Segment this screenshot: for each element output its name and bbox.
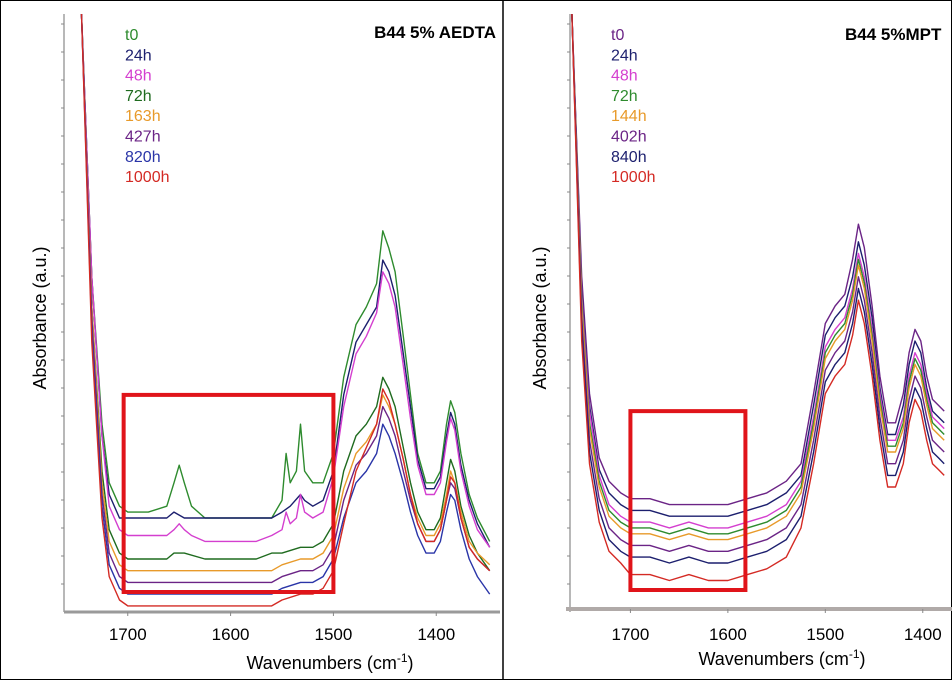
series-line-48h xyxy=(80,13,491,548)
x-axis-ticks: 1700 1600 1500 1400 xyxy=(612,609,942,644)
legend-item-72h: 72h xyxy=(125,88,152,105)
series-line-1000h xyxy=(571,13,945,582)
x-tick-label: 1500 xyxy=(806,625,844,644)
chart-panel-mpt: 1700 1600 1500 1400 B44 5%MPT t0 24h 48h 72h 14… xyxy=(530,13,952,669)
legend-item-48h: 48h xyxy=(125,68,152,85)
legend-item-t0: t0 xyxy=(611,27,624,44)
x-tick-label: 1600 xyxy=(212,625,250,644)
legend-item-72h: 72h xyxy=(611,88,638,105)
legend-item-24h: 24h xyxy=(125,47,152,64)
x-tick-label: 1700 xyxy=(109,625,147,644)
y-axis-label: Absorbance (a.u.) xyxy=(30,246,50,389)
x-axis-label: Wavenumbers (cm-1) xyxy=(246,651,413,673)
y-axis-label: Absorbance (a.u.) xyxy=(530,246,550,389)
x-axis-ticks: 1700 1600 1500 1400 xyxy=(109,612,455,644)
series-line-48h xyxy=(571,13,945,529)
x-axis-label: Wavenumbers (cm-1) xyxy=(698,647,865,669)
series-line-1000h xyxy=(80,13,491,607)
x-tick-label: 1400 xyxy=(904,625,942,644)
series-line-72h xyxy=(80,13,491,572)
series-lines xyxy=(571,13,945,582)
series-line-t0 xyxy=(80,13,491,542)
series-line-144h xyxy=(571,13,945,541)
legend-item-t0: t0 xyxy=(125,27,138,44)
legend-item-48h: 48h xyxy=(611,68,638,85)
series-line-72h xyxy=(571,13,945,535)
series-line-163h xyxy=(80,13,491,572)
series-line-t0 xyxy=(571,13,945,506)
legend-item-163h: 163h xyxy=(125,108,161,125)
series-line-402h xyxy=(571,13,945,552)
x-tick-label: 1500 xyxy=(315,625,353,644)
series-line-840h xyxy=(571,13,945,564)
chart-title: B44 5%MPT xyxy=(845,25,942,44)
chart-panel-aedta: 1700 1600 1500 1400 B44 5% AEDTA t0 24h 48h 72… xyxy=(30,13,500,673)
legend-item-1000h: 1000h xyxy=(611,169,656,186)
series-line-820h xyxy=(80,13,491,595)
y-axis-ticks xyxy=(567,23,570,585)
series-line-24h xyxy=(571,13,945,517)
legend-item-144h: 144h xyxy=(611,108,647,125)
x-tick-label: 1600 xyxy=(709,625,747,644)
x-tick-label: 1700 xyxy=(612,625,650,644)
legend-item-24h: 24h xyxy=(611,47,638,64)
legend: t0 24h 48h 72h 163h 427h 820h 1000h xyxy=(125,27,170,186)
legend-item-402h: 402h xyxy=(611,129,647,146)
x-tick-label: 1400 xyxy=(417,625,455,644)
series-lines xyxy=(80,13,491,607)
legend-item-1000h: 1000h xyxy=(125,169,170,186)
y-axis-ticks xyxy=(61,23,64,585)
legend-item-840h: 840h xyxy=(611,149,647,166)
highlight-box xyxy=(121,392,336,594)
legend-item-427h: 427h xyxy=(125,129,161,146)
highlight-box xyxy=(628,409,748,592)
legend-item-820h: 820h xyxy=(125,149,161,166)
legend: t0 24h 48h 72h 144h 402h 840h 1000h xyxy=(611,27,656,186)
chart-title: B44 5% AEDTA xyxy=(374,23,496,42)
